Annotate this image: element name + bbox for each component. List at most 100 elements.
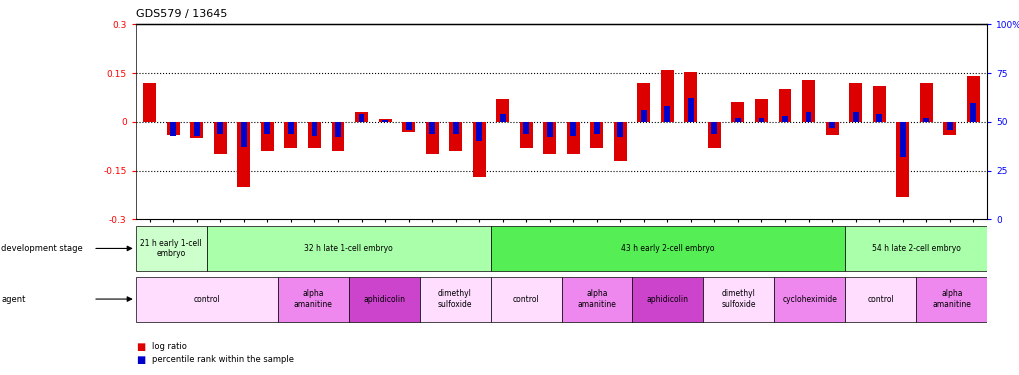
Text: dimethyl
sulfoxide: dimethyl sulfoxide — [437, 290, 472, 309]
Bar — [143, 83, 156, 122]
Bar — [754, 99, 767, 122]
Bar — [546, 122, 552, 138]
FancyBboxPatch shape — [632, 277, 703, 321]
Bar — [919, 83, 931, 122]
Text: 54 h late 2-cell embryo: 54 h late 2-cell embryo — [871, 244, 960, 253]
Bar — [334, 122, 340, 138]
Bar — [476, 122, 482, 141]
Bar — [240, 122, 247, 147]
Text: control: control — [867, 295, 894, 304]
Text: aphidicolin: aphidicolin — [363, 295, 405, 304]
Bar — [613, 122, 627, 161]
FancyBboxPatch shape — [561, 277, 632, 321]
FancyBboxPatch shape — [348, 277, 419, 321]
Bar — [287, 122, 293, 134]
Bar — [284, 122, 298, 148]
Bar — [499, 114, 505, 122]
Bar — [872, 86, 884, 122]
Text: 32 h late 1-cell embryo: 32 h late 1-cell embryo — [304, 244, 392, 253]
Bar — [660, 70, 674, 122]
Bar — [194, 122, 200, 135]
Bar — [401, 122, 415, 132]
FancyBboxPatch shape — [419, 277, 490, 321]
Text: log ratio: log ratio — [152, 342, 186, 351]
FancyBboxPatch shape — [490, 226, 845, 271]
Bar — [824, 122, 838, 135]
Bar — [472, 122, 485, 177]
Bar — [590, 122, 602, 148]
FancyBboxPatch shape — [490, 277, 561, 321]
FancyBboxPatch shape — [845, 226, 986, 271]
Bar — [758, 118, 763, 122]
Text: ■: ■ — [136, 355, 145, 365]
Bar — [308, 122, 321, 148]
Bar — [452, 122, 459, 134]
Bar — [616, 122, 623, 138]
Bar — [875, 114, 881, 122]
FancyBboxPatch shape — [207, 226, 490, 271]
Bar — [966, 76, 979, 122]
Bar — [663, 106, 669, 122]
Bar — [523, 122, 529, 134]
FancyBboxPatch shape — [845, 277, 915, 321]
FancyBboxPatch shape — [136, 226, 207, 271]
Text: ■: ■ — [136, 342, 145, 352]
Text: GDS579 / 13645: GDS579 / 13645 — [136, 9, 227, 20]
Bar — [378, 118, 391, 122]
Bar — [331, 122, 344, 151]
Bar — [359, 114, 364, 122]
Bar — [495, 99, 508, 122]
Bar — [261, 122, 274, 151]
Bar — [637, 83, 650, 122]
Bar — [543, 122, 555, 154]
Text: control: control — [193, 295, 220, 304]
Bar — [593, 122, 599, 134]
FancyBboxPatch shape — [915, 277, 986, 321]
Bar — [264, 122, 270, 134]
Text: development stage: development stage — [1, 244, 83, 253]
Text: control: control — [513, 295, 539, 304]
Bar — [684, 72, 697, 122]
Text: alpha
amanitine: alpha amanitine — [577, 290, 615, 309]
Bar — [429, 122, 435, 134]
Bar — [448, 122, 462, 151]
Bar — [848, 83, 861, 122]
Text: alpha
amanitine: alpha amanitine — [931, 290, 970, 309]
Bar — [217, 122, 223, 134]
Bar — [687, 99, 693, 122]
Text: agent: agent — [1, 295, 25, 304]
FancyBboxPatch shape — [703, 277, 773, 321]
Bar — [946, 122, 952, 130]
Bar — [570, 122, 576, 135]
Bar — [406, 122, 411, 130]
Bar — [520, 122, 532, 148]
FancyBboxPatch shape — [277, 277, 348, 321]
Bar — [735, 118, 740, 122]
Bar — [805, 112, 811, 122]
Bar — [852, 112, 858, 122]
Bar — [640, 110, 646, 122]
Text: percentile rank within the sample: percentile rank within the sample — [152, 356, 293, 364]
Bar — [943, 122, 955, 135]
Bar — [782, 116, 788, 122]
Bar — [237, 122, 250, 187]
Bar — [922, 118, 928, 122]
Bar — [191, 122, 203, 138]
Bar — [801, 80, 814, 122]
Text: cycloheximide: cycloheximide — [782, 295, 837, 304]
Bar — [311, 122, 317, 135]
Bar — [355, 112, 368, 122]
FancyBboxPatch shape — [773, 277, 845, 321]
Bar — [896, 122, 908, 196]
Bar — [711, 122, 716, 134]
Bar — [567, 122, 579, 154]
Bar — [731, 102, 744, 122]
Text: 43 h early 2-cell embryo: 43 h early 2-cell embryo — [621, 244, 714, 253]
Bar — [777, 89, 791, 122]
Bar — [828, 122, 835, 128]
Bar — [167, 122, 179, 135]
Text: dimethyl
sulfoxide: dimethyl sulfoxide — [721, 290, 755, 309]
FancyBboxPatch shape — [136, 277, 277, 321]
Bar — [969, 104, 975, 122]
Bar — [425, 122, 438, 154]
